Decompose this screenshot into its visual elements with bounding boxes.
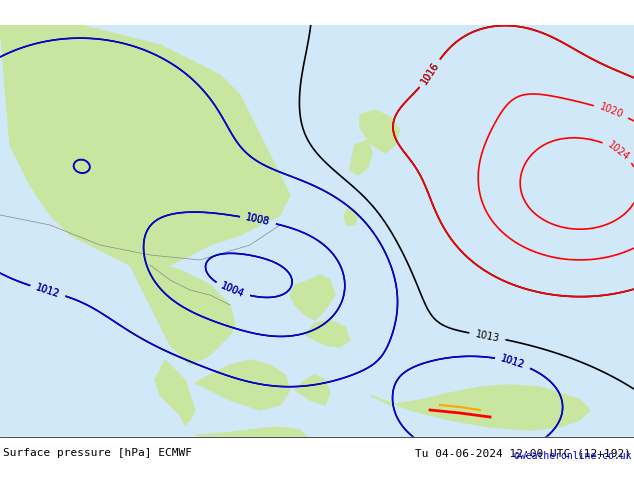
Polygon shape	[344, 207, 358, 225]
Polygon shape	[120, 245, 235, 365]
Polygon shape	[290, 275, 335, 320]
Polygon shape	[155, 360, 195, 425]
Text: 1013: 1013	[474, 329, 500, 343]
Polygon shape	[195, 427, 310, 450]
Text: Surface pressure [hPa] ECMWF: Surface pressure [hPa] ECMWF	[3, 448, 192, 458]
Text: 1012: 1012	[34, 282, 61, 299]
Text: 1004: 1004	[219, 281, 246, 300]
Polygon shape	[350, 140, 372, 175]
Text: 1020: 1020	[598, 102, 624, 121]
Text: 1016: 1016	[419, 61, 441, 87]
Polygon shape	[0, 25, 290, 275]
Polygon shape	[295, 375, 330, 405]
Text: 1008: 1008	[245, 213, 271, 227]
Text: 1008: 1008	[245, 213, 271, 227]
Text: Tu 04-06-2024 12:00 UTC (12+192): Tu 04-06-2024 12:00 UTC (12+192)	[415, 448, 631, 458]
Text: 1004: 1004	[219, 281, 246, 300]
Text: 1024: 1024	[606, 140, 631, 163]
Polygon shape	[370, 385, 590, 430]
Polygon shape	[360, 110, 400, 153]
Text: 1016: 1016	[419, 61, 441, 87]
Text: ©weatheronline.co.uk: ©weatheronline.co.uk	[514, 451, 631, 461]
Text: 1012: 1012	[500, 354, 526, 370]
Bar	[0, 437, 634, 465]
Text: 1012: 1012	[500, 354, 526, 370]
Text: 1012: 1012	[34, 282, 61, 299]
Polygon shape	[195, 360, 290, 410]
Polygon shape	[305, 320, 350, 347]
